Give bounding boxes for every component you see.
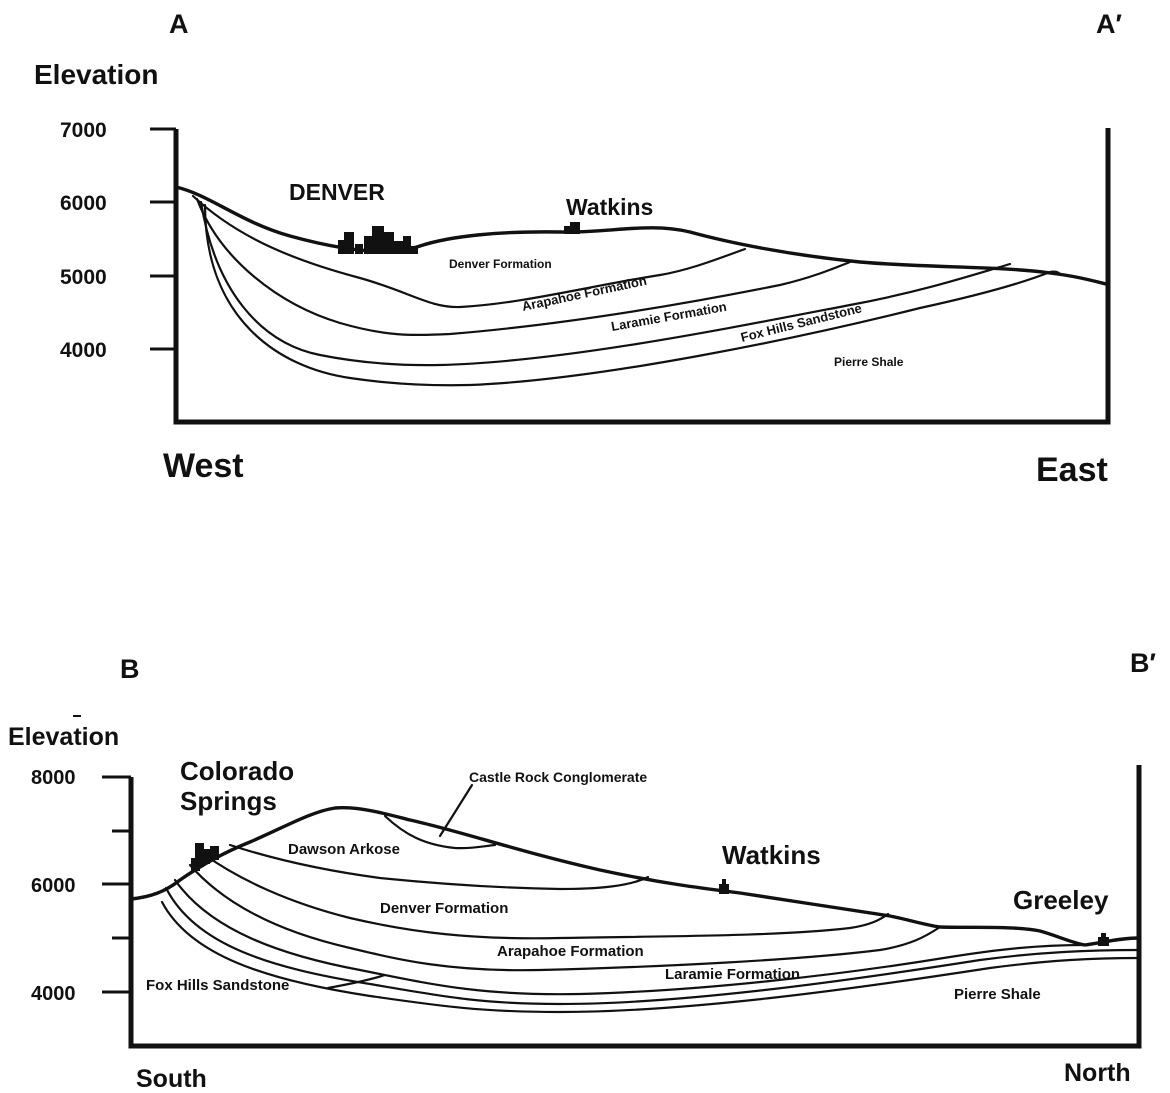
section-b-fox-hills-top [164,886,1141,1006]
section-a-axis-title: Elevation [34,59,158,90]
building [403,236,411,254]
section-b-town-colorado: Colorado [180,756,294,786]
section-b-tick-label-8000: 8000 [31,767,76,789]
building [364,236,374,254]
section-b-colorado-springs-buildings [191,843,219,871]
section-b-town-greeley: Greeley [1013,885,1109,915]
section-a-tick-label-4000: 4000 [60,339,107,362]
section-b-base-denver-formation [203,853,890,940]
section-b-base-dawson-arkose [228,843,650,891]
building [338,240,348,254]
building [195,843,204,867]
section-b-greeley-building [1098,933,1109,946]
section-a-tick-label-6000: 6000 [60,192,107,215]
section-b-axis-title: Elevation [8,723,119,751]
section-a-label-left: A [169,9,189,39]
section-b-label-denver-formation: Denver Formation [380,900,508,917]
section-a-base-arapahoe-formation [195,197,852,337]
section-a-label-denver-formation: Denver Formation [449,257,552,271]
section-a-frame [173,128,1111,425]
building [564,226,574,234]
building [719,884,729,894]
section-a-town-watkins: Watkins [566,194,653,220]
section-a-label-right: A′ [1096,9,1122,39]
section-a-base-fox-hills-sandstone [203,203,1062,387]
section-a-denver-buildings [338,226,418,254]
building [210,846,219,860]
section-b-tick-label-6000: 6000 [31,875,76,897]
section-b-tick-label-4000: 4000 [31,983,76,1005]
section-b-ground-surface [129,806,1141,947]
section-b-label-dawson-arkose: Dawson Arkose [288,841,400,858]
building [394,241,404,254]
section-a-base-denver-formation [191,194,747,309]
section-a-base-laramie-formation [199,200,1012,367]
section-a-direction-east: East [1036,451,1108,489]
section-b-town-watkins: Watkins [722,840,821,870]
section-b-direction-north: North [1064,1059,1131,1087]
section-a: A A′ Elevation 7000 6000 5000 4000 [34,9,1122,489]
section-b-leader-castle-rock [438,783,474,838]
section-a-watkins-building [564,222,580,234]
section-a-tick-label-5000: 5000 [60,266,107,289]
section-b-fox-hills-base [160,900,1141,1014]
building [1101,933,1106,938]
building [344,232,354,254]
section-b-leader-fox-hills [326,973,387,990]
section-a-ground-surface [174,185,1108,286]
building [355,244,363,254]
building [1098,937,1109,946]
section-a-label-laramie-formation: Laramie Formation [610,299,728,334]
section-b-town-springs: Springs [180,786,277,816]
section-b-direction-south: South [136,1065,207,1093]
section-b-watkins-building [719,879,729,894]
section-b-label-right: B′ [1130,648,1156,678]
building [203,849,210,864]
section-a-town-denver: DENVER [289,179,385,205]
section-b-label-fox-hills-sandstone: Fox Hills Sandstone [146,977,289,994]
building [372,226,384,254]
section-b-label-left: B [120,654,140,684]
section-b: B B′ Elevation 8000 6000 4000 [8,648,1156,1093]
section-a-tick-label-7000: 7000 [60,119,107,142]
building [410,246,418,254]
building [384,232,394,254]
section-b-frame [128,765,1142,1049]
section-b-label-arapahoe-formation: Arapahoe Formation [497,943,644,960]
building [722,879,726,885]
section-b-base-laramie-formation [173,878,1087,996]
section-a-label-pierre-shale: Pierre Shale [834,355,904,369]
section-a-label-arapahoe-formation: Arapahoe Formation [521,273,649,314]
section-b-castle-rock-lens [383,814,497,850]
building [570,222,580,234]
section-b-base-arapahoe-formation [188,863,942,972]
section-b-label-pierre-shale: Pierre Shale [954,986,1041,1003]
section-b-label-laramie-formation: Laramie Formation [665,966,800,983]
section-b-label-castle-rock-conglomerate: Castle Rock Conglomerate [469,769,647,785]
section-a-direction-west: West [163,447,244,485]
